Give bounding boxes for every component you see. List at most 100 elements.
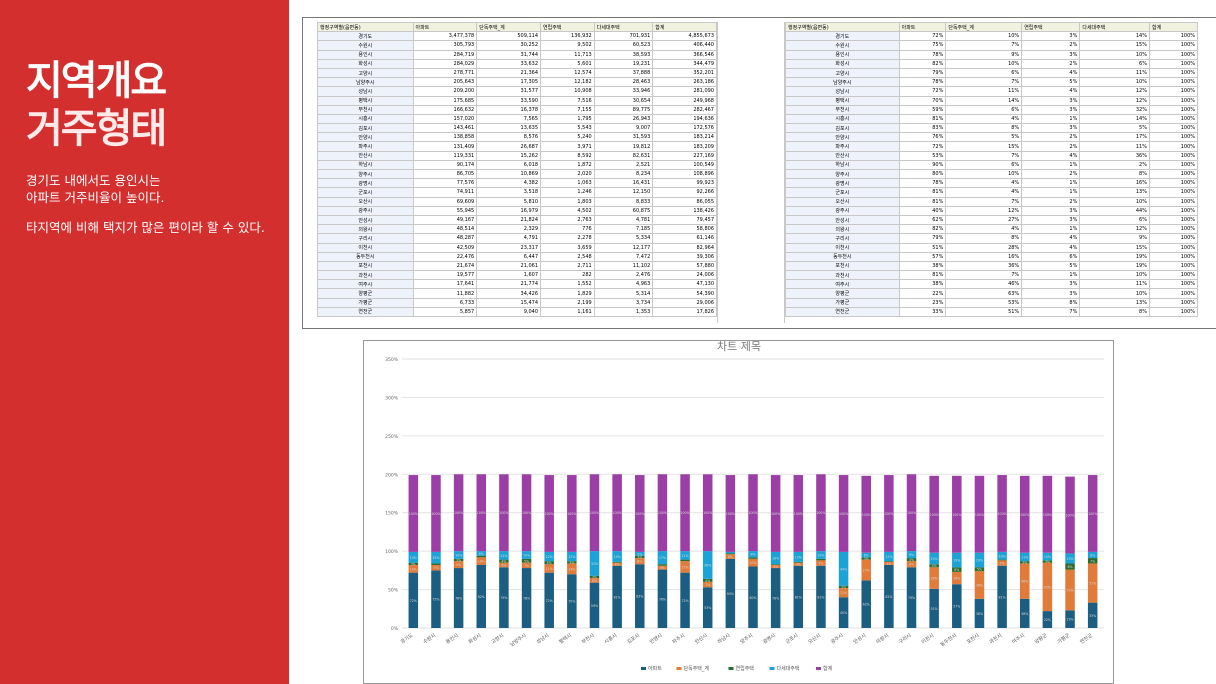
- value-cell: 4%: [945, 187, 1023, 198]
- bar-segment: [1042, 611, 1053, 628]
- region-cell: 오산시: [317, 196, 414, 207]
- bar-segment: [861, 559, 871, 581]
- bar-segment: [453, 561, 464, 569]
- chart-svg: 차트 제목 0% 50% 100% 150% 200% 250% 300% 350% 72% 10%…: [385, 341, 1104, 672]
- value-cell: 12%: [1079, 95, 1150, 106]
- bar-segment: [838, 551, 849, 586]
- data-label: 19%: [953, 558, 960, 562]
- value-cell: 7,516: [540, 95, 595, 106]
- data-label: 6%: [864, 553, 869, 557]
- value-cell: 100%: [1148, 214, 1199, 226]
- bar-segment: [770, 568, 781, 628]
- value-cell: 1%: [1021, 113, 1081, 125]
- region-cell: 광주시: [785, 205, 900, 216]
- bar-segment: [657, 569, 668, 628]
- table-row: 군포시 81% 4% 1% 13% 100%: [785, 187, 1199, 198]
- data-label: 14%: [410, 556, 417, 560]
- value-cell: 19,577: [412, 270, 478, 281]
- data-label: 100%: [907, 511, 916, 515]
- value-cell: 17,305: [476, 77, 542, 88]
- value-cell: 4,855,673: [652, 31, 717, 42]
- data-label: 100%: [1088, 512, 1097, 516]
- x-tick-label: 김포시: [626, 632, 641, 646]
- value-cell: 8%: [945, 233, 1023, 244]
- bar-segment: [748, 566, 758, 628]
- region-cell: 수원시: [317, 40, 414, 51]
- x-tick-label: 광명시: [761, 632, 776, 646]
- data-label: 9%: [909, 553, 914, 557]
- value-cell: 10%: [1079, 49, 1150, 60]
- bar-segment: [838, 588, 849, 598]
- data-label: 3%: [1022, 561, 1027, 565]
- data-label: 13%: [1066, 557, 1073, 561]
- bar-segment: [544, 572, 554, 628]
- bar-segment: [567, 475, 577, 552]
- region-cell: 광명시: [317, 178, 414, 189]
- bar-segment: [635, 551, 645, 556]
- housing-ratio-table: 행정구역별(읍면동) 아파트 단독주택_계 연립주택 다세대주택 합계 경기도 72% 10%…: [785, 21, 1199, 318]
- value-cell: 13,635: [476, 123, 542, 134]
- x-tick-label: 파주시: [671, 632, 686, 646]
- data-label: 3%: [456, 558, 461, 562]
- table-row: 남양주시 205,643 17,305 12,182 28,463 263,186: [317, 77, 717, 88]
- value-cell: 30,654: [593, 95, 654, 106]
- data-label: 100%: [1065, 514, 1074, 518]
- value-cell: 5,857: [412, 306, 478, 318]
- data-label: 11%: [682, 554, 689, 558]
- data-label: 6%: [728, 555, 733, 559]
- value-cell: 4,502: [540, 205, 595, 216]
- bar-segment: [408, 551, 419, 563]
- bar-segment: [974, 552, 985, 568]
- data-label: 100%: [1020, 513, 1029, 517]
- value-cell: 55,945: [412, 205, 478, 216]
- x-tick-label: 남양주시: [509, 632, 528, 648]
- data-label: 36%: [704, 563, 711, 567]
- value-cell: 5%: [1021, 77, 1081, 88]
- value-cell: 6%: [945, 159, 1023, 171]
- value-cell: 69,609: [412, 196, 478, 207]
- y-tick-label: 350%: [385, 357, 399, 363]
- value-cell: 1%: [1021, 178, 1081, 189]
- region-cell: 과천시: [317, 270, 414, 281]
- bar-segment: [589, 578, 600, 583]
- value-cell: 100%: [1148, 141, 1199, 152]
- data-label: 100%: [590, 511, 599, 515]
- value-cell: 51%: [898, 242, 947, 253]
- data-label: 100%: [726, 512, 735, 516]
- value-cell: 78%: [898, 178, 947, 189]
- bar-segment: [1065, 476, 1075, 554]
- value-cell: 57,880: [652, 260, 717, 272]
- bar-segment: [567, 551, 577, 562]
- value-cell: 100%: [1148, 159, 1199, 171]
- bar-segment: [997, 565, 1007, 628]
- table-row: 구리시 79% 8% 4% 9% 100%: [785, 233, 1199, 244]
- value-cell: 10,908: [540, 86, 595, 97]
- value-cell: 24,006: [652, 270, 717, 281]
- table-row: 용인시 284,719 31,744 11,713 38,593 366,546: [317, 49, 717, 60]
- data-label: 4%: [705, 579, 710, 583]
- value-cell: 33%: [898, 306, 947, 318]
- region-cell: 동두천시: [785, 251, 900, 262]
- bar-segment: [906, 551, 917, 559]
- bar-segment: [431, 570, 441, 628]
- value-cell: 11%: [1079, 141, 1150, 152]
- bar-segment: [884, 561, 894, 565]
- data-label: 10%: [999, 554, 1006, 558]
- value-cell: 10%: [945, 58, 1023, 69]
- data-label: 78%: [772, 597, 779, 601]
- bar-segment: [521, 474, 532, 552]
- value-cell: 22,476: [412, 251, 478, 262]
- value-cell: 7,185: [593, 224, 654, 235]
- data-label: 3%: [637, 555, 642, 559]
- x-tick-label: 양주시: [739, 632, 754, 646]
- value-cell: 42,509: [412, 242, 478, 253]
- bar-segment: [748, 557, 758, 559]
- value-cell: 12,182: [540, 77, 595, 88]
- value-cell: 8%: [1021, 297, 1081, 308]
- value-cell: 1,161: [540, 306, 595, 318]
- data-label: 10%: [410, 567, 417, 571]
- x-tick-label: 연천군: [1078, 632, 1094, 646]
- legend-swatch: [676, 667, 682, 670]
- data-label: 28%: [931, 577, 938, 581]
- value-cell: 49,167: [412, 214, 478, 226]
